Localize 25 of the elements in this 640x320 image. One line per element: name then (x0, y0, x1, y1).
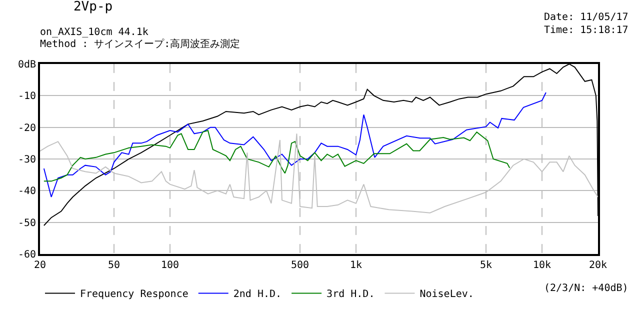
legend-label: Frequency Responce (80, 289, 188, 300)
y-tick-label: -10 (18, 91, 36, 102)
text: Date: 11/05/17 (544, 12, 628, 23)
y-tick-label: -30 (18, 154, 36, 166)
x-tick-label: 5k (480, 260, 492, 271)
x-tick-label: 20 (34, 260, 46, 271)
text: (2/3/N: +40dB) (544, 283, 628, 294)
text: Time: 15:18:17 (544, 25, 628, 36)
y-tick-label: -60 (18, 250, 36, 260)
x-tick-label: 100 (160, 260, 180, 271)
chart-title: 2Vp-p (73, 0, 113, 15)
x-tick-label: 500 (290, 260, 310, 271)
legend-label: NoiseLev. (420, 289, 474, 300)
legend-label: 2nd H.D. (233, 289, 282, 300)
x-tick-label: 1k (350, 260, 362, 271)
y-tick-label: -50 (18, 218, 36, 229)
chart-subtitle: on_AXIS_10cm 44.1k (40, 27, 148, 38)
legend-label: 3rd H.D. (326, 289, 375, 300)
text: Method : サインスイープ:高周波歪み測定 (40, 38, 240, 50)
x-tick-label: 10k (532, 260, 552, 271)
y-tick-label: -40 (18, 186, 36, 198)
x-tick-label: 50 (108, 260, 120, 271)
y-tick-label: 0dB (18, 60, 36, 70)
x-tick-label: 20k (588, 260, 608, 271)
y-tick-label: -20 (18, 122, 36, 134)
